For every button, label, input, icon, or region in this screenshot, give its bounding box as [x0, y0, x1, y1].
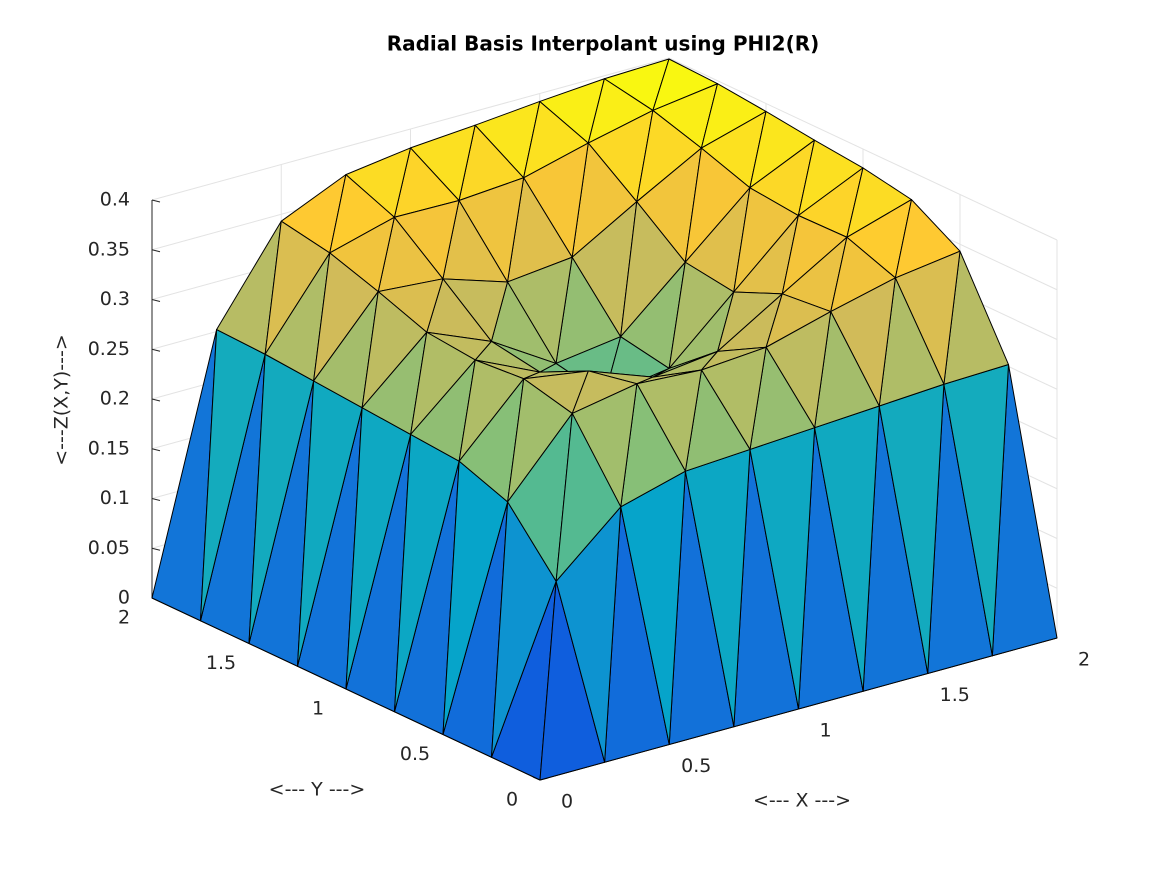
surface: [151, 58, 1058, 781]
z-tick: [151, 199, 161, 203]
x-tick-label: 0: [561, 791, 573, 813]
x-axis-label: <--- X --->: [753, 790, 851, 812]
z-tick-label: 0.1: [100, 487, 130, 509]
z-tick: [151, 249, 161, 253]
z-tick-label: 0.15: [88, 437, 130, 459]
z-tick: [151, 348, 161, 352]
z-tick: [151, 398, 161, 402]
x-tick-label: 1.5: [940, 684, 970, 706]
labels: 00.511.5200.511.5200.050.10.150.20.250.3…: [88, 189, 1090, 813]
grid-line: [151, 57, 670, 201]
x-tick-label: 2: [1078, 649, 1090, 671]
z-axis-label: <---Z(X,Y)--->: [51, 334, 73, 465]
y-tick-label: 0: [506, 789, 518, 811]
y-axis-label: <--- Y --->: [269, 779, 366, 801]
y-tick-label: 1.5: [206, 652, 236, 674]
z-tick-label: 0.3: [100, 288, 130, 310]
z-tick-label: 0.4: [100, 189, 130, 211]
z-tick-label: 0.2: [100, 388, 130, 410]
x-tick-label: 0.5: [681, 755, 711, 777]
z-tick: [151, 498, 161, 501]
chart-title: Radial Basis Interpolant using PHI2(R): [387, 32, 820, 56]
z-tick-label: 0.25: [88, 338, 130, 360]
surface-face: [555, 412, 622, 582]
z-tick: [151, 299, 161, 302]
grid-line: [668, 57, 1058, 241]
y-tick-label: 2: [118, 607, 130, 629]
z-tick: [151, 448, 161, 452]
z-tick: [151, 547, 161, 551]
y-tick-label: 1: [312, 698, 324, 720]
z-tick-label: 0: [118, 587, 130, 609]
y-tick-label: 0.5: [400, 743, 430, 765]
x-tick-label: 1: [819, 720, 831, 742]
z-tick-label: 0.35: [88, 238, 130, 260]
z-tick-label: 0.05: [88, 537, 130, 559]
